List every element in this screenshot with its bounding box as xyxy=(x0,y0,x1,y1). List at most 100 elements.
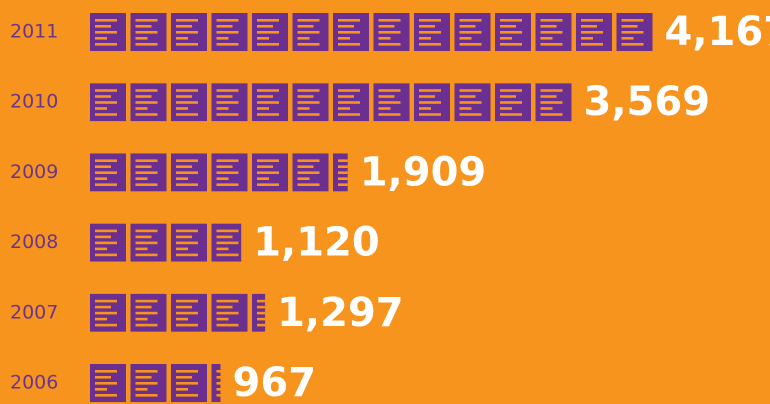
value-label: 967 xyxy=(233,360,316,404)
icon-line xyxy=(135,159,158,162)
icon-line xyxy=(500,37,512,40)
icon-line xyxy=(459,113,482,116)
icon xyxy=(211,364,221,402)
icon xyxy=(171,153,207,192)
icon-line xyxy=(176,235,192,239)
icon-line xyxy=(257,89,279,92)
icon-line xyxy=(176,95,192,98)
icon-line xyxy=(216,43,239,46)
icon-line xyxy=(216,165,233,168)
icon-line xyxy=(338,165,348,168)
icon-line xyxy=(95,376,111,379)
icon-line xyxy=(135,37,148,40)
icon-line xyxy=(95,31,117,34)
icon-line xyxy=(135,394,158,397)
icon-line xyxy=(95,235,111,239)
icon-line xyxy=(297,89,320,92)
icon-line xyxy=(540,19,563,22)
icon-line xyxy=(135,376,152,379)
icon-line xyxy=(257,107,269,110)
icon-line xyxy=(135,25,152,28)
icon-line xyxy=(297,101,320,104)
icon-line xyxy=(176,323,198,327)
icon-line xyxy=(338,31,360,34)
icon-line xyxy=(95,25,111,28)
icon xyxy=(535,13,572,51)
icon-line xyxy=(135,299,158,303)
icon-line xyxy=(216,159,239,162)
icon-line xyxy=(500,43,522,46)
icon-line xyxy=(135,253,158,257)
icon-line xyxy=(95,241,117,245)
icon-line xyxy=(216,376,221,379)
icon xyxy=(171,293,207,332)
icon-line xyxy=(378,95,395,98)
icon-line xyxy=(135,305,152,309)
icon-line xyxy=(135,241,158,245)
value-label: 1,909 xyxy=(360,149,487,195)
value-label: 3,569 xyxy=(584,79,711,125)
icon xyxy=(252,13,288,51)
icon-line xyxy=(95,107,107,110)
icon-line xyxy=(216,31,239,34)
icon-line xyxy=(540,101,563,104)
icon-line xyxy=(459,19,482,22)
icon-line xyxy=(419,95,435,98)
icon-line xyxy=(378,101,401,104)
icon-line xyxy=(419,19,441,22)
icon-line xyxy=(540,95,557,98)
icon xyxy=(373,13,410,51)
icon-line xyxy=(257,183,279,186)
icon-line xyxy=(459,89,482,92)
icon-line xyxy=(135,317,148,321)
icon-line xyxy=(135,107,148,110)
icon xyxy=(495,13,531,51)
icon-line xyxy=(176,107,188,110)
icon-line xyxy=(95,113,117,116)
icon xyxy=(171,13,207,51)
icon-line xyxy=(176,376,192,379)
icon xyxy=(130,293,167,332)
icon-line xyxy=(176,165,192,168)
icon-line xyxy=(135,235,152,239)
icon-line xyxy=(500,113,522,116)
icon-line xyxy=(216,229,239,233)
icon-line xyxy=(257,95,273,98)
icon-line xyxy=(419,43,441,46)
icon-line xyxy=(135,323,158,327)
icon-line xyxy=(216,177,229,180)
icon xyxy=(130,364,167,402)
icon-line xyxy=(176,171,198,174)
icon-line xyxy=(540,25,557,28)
icon-line xyxy=(621,31,644,34)
icon xyxy=(292,13,329,51)
icon-line xyxy=(216,95,233,98)
value-label: 1,297 xyxy=(277,290,404,336)
value-label: 1,120 xyxy=(253,220,380,266)
icon-line xyxy=(257,159,279,162)
icon-line xyxy=(176,382,198,385)
icon-line xyxy=(338,37,350,40)
icon-line xyxy=(176,317,188,321)
icon-line xyxy=(500,19,522,22)
icon-line xyxy=(95,159,117,162)
icon-line xyxy=(257,101,279,104)
icon-line xyxy=(176,253,198,257)
icon-line xyxy=(338,113,360,116)
year-label: 2007 xyxy=(10,301,58,323)
icon-line xyxy=(135,165,152,168)
icon-line xyxy=(500,101,522,104)
icon-line xyxy=(135,31,158,34)
icon-line xyxy=(419,113,441,116)
icon-line xyxy=(216,107,229,110)
icon xyxy=(211,13,248,51)
icon xyxy=(90,153,126,192)
icon-line xyxy=(176,31,198,34)
icon-line xyxy=(216,113,239,116)
icon-line xyxy=(216,171,239,174)
icon xyxy=(90,293,126,332)
icon-line xyxy=(216,235,233,239)
icon-line xyxy=(378,19,401,22)
icon xyxy=(130,13,167,51)
